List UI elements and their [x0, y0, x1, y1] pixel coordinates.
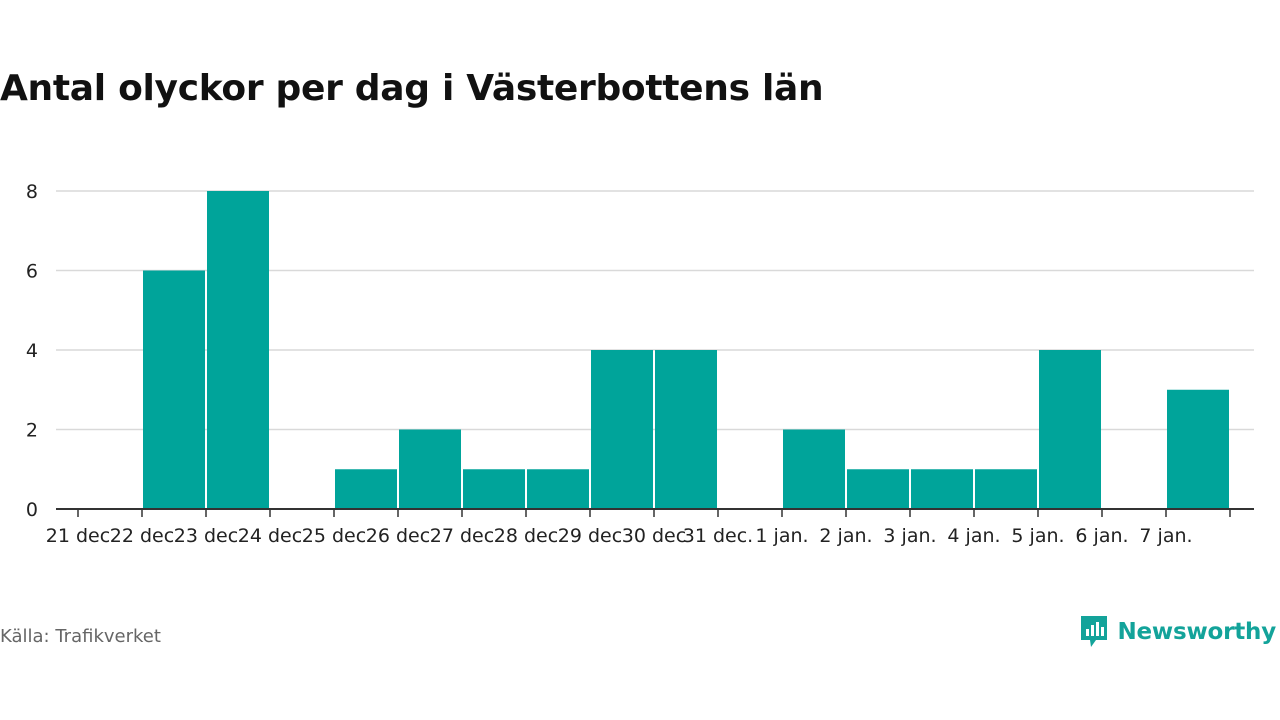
x-tick-label: 7 jan.: [1139, 525, 1192, 547]
bar: [591, 350, 653, 509]
chart-title: Antal olyckor per dag i Västerbottens lä…: [0, 68, 824, 109]
y-tick-label: 2: [26, 420, 38, 442]
y-tick-label: 6: [26, 261, 38, 283]
x-tick-label: 29 dec: [558, 525, 622, 547]
x-tick-label: 2 jan.: [819, 525, 872, 547]
source-note: Källa: Trafikverket: [0, 626, 161, 647]
x-tick-label: 3 jan.: [883, 525, 936, 547]
bar: [207, 191, 269, 509]
bar: [975, 469, 1037, 509]
y-tick-label: 0: [26, 499, 38, 521]
x-tick-label: 24 dec: [238, 525, 302, 547]
bar: [783, 429, 845, 509]
x-tick-label: 31 dec.: [683, 525, 753, 547]
y-tick-label: 8: [26, 181, 38, 203]
bar: [655, 350, 717, 509]
bar: [143, 270, 205, 509]
bar: [399, 429, 461, 509]
bar-chart: 0 2 4 6 8 21 dec 22 dec 23 dec 24 dec 25 dec 26 de…: [26, 181, 1254, 547]
x-tick-label: 21 dec: [46, 525, 110, 547]
bar: [1039, 350, 1101, 509]
x-tick-label: 1 jan.: [755, 525, 808, 547]
bar: [1167, 389, 1229, 509]
x-tick-label: 22 dec: [110, 525, 174, 547]
x-tick-label: 27 dec: [430, 525, 494, 547]
x-tick-label: 30 dec: [622, 525, 686, 547]
x-tick-label: 6 jan.: [1075, 525, 1128, 547]
x-tick-label: 4 jan.: [947, 525, 1000, 547]
y-tick-label: 4: [26, 340, 38, 362]
bar: [527, 469, 589, 509]
bar: [335, 469, 397, 509]
bar: [847, 469, 909, 509]
brand-name: Newsworthy: [1117, 619, 1276, 645]
newsworthy-logo-icon: [1081, 616, 1108, 647]
x-tick-label: 26 dec: [366, 525, 430, 547]
brand-logo[interactable]: Newsworthy: [1079, 612, 1276, 652]
bar: [911, 469, 973, 509]
x-tick-label: 28 dec: [494, 525, 558, 547]
x-tick-label: 23 dec: [174, 525, 238, 547]
bar: [463, 469, 525, 509]
x-tick-label: 5 jan.: [1011, 525, 1064, 547]
x-tick-label: 25 dec: [302, 525, 366, 547]
